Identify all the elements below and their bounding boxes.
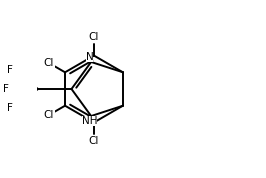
- Text: NH: NH: [82, 116, 97, 126]
- Text: Cl: Cl: [44, 58, 54, 68]
- Text: F: F: [7, 103, 13, 113]
- Text: Cl: Cl: [89, 136, 99, 146]
- Text: Cl: Cl: [89, 32, 99, 42]
- Text: F: F: [7, 65, 13, 75]
- Text: N: N: [86, 52, 93, 62]
- Text: F: F: [3, 84, 9, 94]
- Text: Cl: Cl: [44, 110, 54, 120]
